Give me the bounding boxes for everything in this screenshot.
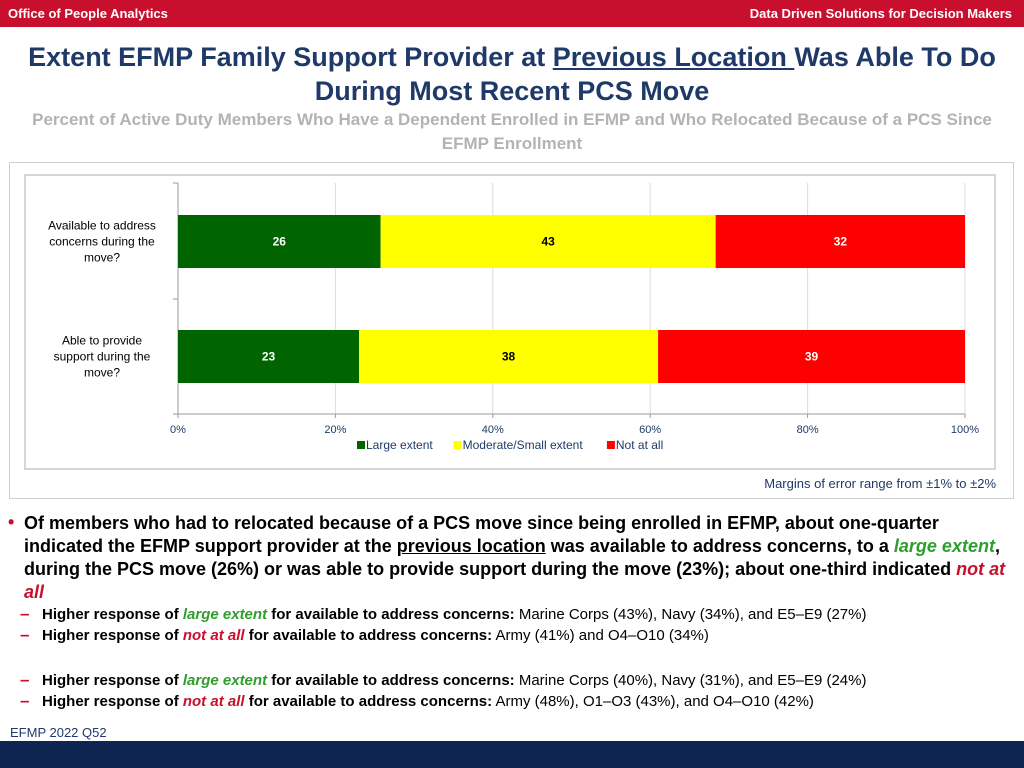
page-subtitle: Percent of Active Duty Members Who Have …	[32, 110, 992, 153]
legend-label: Large extent	[366, 438, 433, 452]
margin-of-error-note: Margins of error range from ±1% to ±2%	[764, 476, 996, 491]
bar-segment	[178, 330, 360, 383]
data-label: 43	[541, 235, 555, 249]
sub-finding-emphasis: large extent	[182, 606, 268, 623]
main-finding-text-3: , during the PCS move (26%) or was able …	[24, 536, 1000, 579]
legend-swatch	[357, 441, 365, 449]
header-org-name: Office of People Analytics	[8, 6, 168, 21]
main-finding-green-text: large extent	[893, 536, 995, 556]
sub-finding: – Higher response of large extent for av…	[8, 670, 1018, 691]
chart-plot-box	[24, 174, 996, 470]
header-bar: Office of People Analytics Data Driven S…	[0, 0, 1024, 27]
sub-finding-lead: Higher response of	[42, 606, 183, 623]
title-part-2: Was Able To Do During Most Recent PCS Mo…	[314, 42, 996, 106]
sub-finding-lead: Higher response of	[42, 627, 183, 644]
sub-finding: – Higher response of large extent for av…	[8, 604, 1018, 625]
dash-icon: –	[20, 604, 30, 623]
legend-label: Moderate/Small extent	[463, 438, 584, 452]
main-finding-text-2: was available to address concerns, to a	[545, 536, 894, 556]
main-finding: • Of members who had to relocated becaus…	[8, 512, 1018, 604]
x-tick-label: 60%	[639, 424, 661, 436]
sub-finding-mid: for available to address concerns:	[267, 672, 515, 689]
survey-question-footnote: EFMP 2022 Q52	[10, 725, 107, 740]
title-part-1: Extent EFMP Family Support Provider at	[28, 42, 553, 72]
legend-swatch	[606, 441, 615, 449]
data-label: 26	[273, 235, 287, 249]
data-label: 39	[805, 350, 819, 364]
dash-icon: –	[20, 625, 30, 644]
x-tick-label: 100%	[951, 424, 979, 436]
bar-segment	[380, 215, 716, 268]
bar-segment	[658, 330, 965, 383]
main-finding-text-1: Of members who had to relocated because …	[24, 513, 939, 556]
bullet-icon: •	[8, 512, 15, 532]
sub-finding-mid: for available to address concerns:	[267, 606, 515, 623]
footer-bar	[0, 741, 1024, 768]
sub-finding: – Higher response of not at all for avai…	[8, 691, 1018, 712]
chart-frame	[9, 162, 1014, 499]
legend-label: Not at all	[616, 438, 663, 452]
x-tick-label: 0%	[170, 424, 186, 436]
main-finding-red-text: not at all	[24, 559, 1006, 602]
bar-segment	[359, 330, 659, 383]
sub-finding-lead: Higher response of	[42, 693, 183, 710]
data-label: 23	[262, 350, 276, 364]
x-tick-label: 80%	[797, 424, 819, 436]
data-label: 32	[834, 235, 848, 249]
sub-finding: – Higher response of not at all for avai…	[8, 625, 1018, 646]
header-tagline: Data Driven Solutions for Decision Maker…	[749, 6, 1012, 21]
x-tick-label: 40%	[482, 424, 504, 436]
sub-finding-emphasis: not at all	[182, 627, 245, 644]
legend-swatch	[453, 441, 462, 449]
bar-segment	[715, 215, 965, 268]
sub-finding-emphasis: not at all	[182, 693, 245, 710]
data-label: 38	[502, 350, 516, 364]
sub-finding-lead: Higher response of	[42, 672, 183, 689]
dash-icon: –	[20, 691, 30, 710]
bar-segment	[178, 215, 381, 268]
sub-finding-tail: Marine Corps (43%), Navy (34%), and E5–E…	[514, 606, 867, 623]
page-title: Extent EFMP Family Support Provider at P…	[0, 40, 1024, 108]
sub-finding-mid: for available to address concerns:	[244, 693, 493, 710]
dash-icon: –	[20, 670, 30, 689]
sub-finding-emphasis: large extent	[182, 672, 268, 689]
sub-finding-tail: Army (41%) and O4–O10 (34%)	[492, 627, 709, 644]
title-underlined: Previous Location	[552, 42, 795, 72]
findings-list: • Of members who had to relocated becaus…	[8, 512, 1018, 712]
sub-finding-mid: for available to address concerns:	[244, 627, 493, 644]
x-tick-label: 20%	[324, 424, 346, 436]
sub-finding-tail: Marine Corps (40%), Navy (31%), and E5–E…	[514, 672, 867, 689]
category-label: Able to provide support during the move?	[54, 334, 151, 380]
sub-finding-tail: Army (48%), O1–O3 (43%), and O4–O10 (42%…	[492, 693, 814, 710]
category-label: Available to address concerns during the m…	[48, 219, 156, 265]
main-finding-underlined: previous location	[396, 536, 546, 556]
